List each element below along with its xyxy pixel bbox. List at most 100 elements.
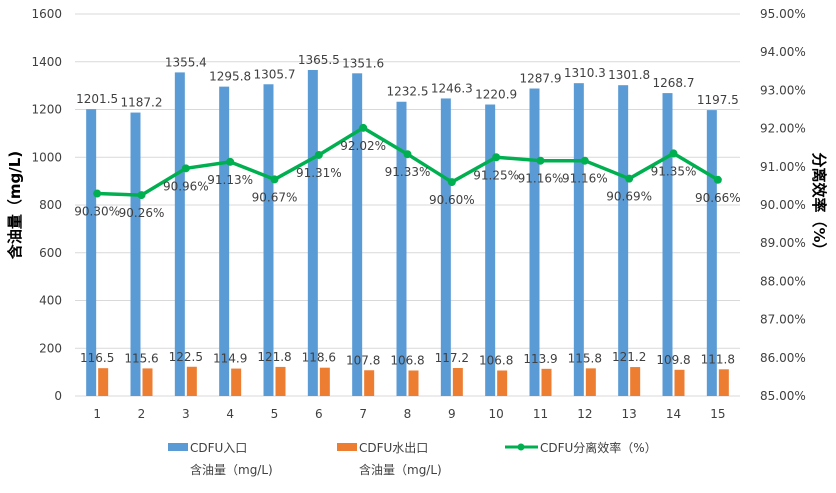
legend: CDFU入口 含油量（mg/L) CDFU水出口 含油量（mg/L) CDFU分… [168, 440, 657, 477]
y2-axis-title: 分离效率（%） [810, 152, 828, 257]
x-tick-label: 6 [315, 407, 323, 421]
outlet-data-label: 107.8 [346, 353, 380, 367]
inlet-bar [706, 110, 717, 397]
x-tick-label: 11 [533, 407, 548, 421]
inlet-data-label: 1310.3 [564, 66, 606, 80]
outlet-data-label: 113.9 [523, 352, 557, 366]
efficiency-data-label: 91.35% [651, 164, 697, 178]
outlet-data-label: 106.8 [479, 354, 513, 368]
outlet-bar [319, 367, 330, 396]
y-tick-label: 600 [39, 246, 62, 260]
outlet-bar [497, 370, 508, 396]
y2-tick-label: 88.00% [760, 274, 806, 288]
right-axis-ticks: 85.00% 86.00% 87.00% 88.00% 89.00% 90.00% 91.0… [760, 7, 806, 403]
efficiency-line [93, 123, 722, 200]
legend-label-inlet-2: 含油量（mg/L) [190, 462, 273, 477]
x-tick-label: 1 [93, 407, 101, 421]
efficiency-data-label: 90.30% [74, 205, 120, 219]
outlet-bar [231, 368, 242, 396]
outlet-data-label: 122.5 [169, 350, 203, 364]
efficiency-point [713, 175, 722, 184]
efficiency-point [580, 156, 589, 165]
outlet-bar [585, 368, 596, 396]
y2-tick-label: 94.00% [760, 45, 806, 59]
efficiency-point [669, 149, 678, 158]
y2-tick-label: 95.00% [760, 7, 806, 21]
efficiency-point [270, 175, 279, 184]
x-axis-ticks: 1 2 3 4 5 6 7 8 9 10 11 12 13 14 15 [93, 407, 725, 421]
outlet-bar [541, 368, 552, 396]
inlet-data-label: 1232.5 [387, 85, 429, 99]
inlet-bar [263, 84, 274, 396]
efficiency-point [403, 150, 412, 159]
x-tick-label: 7 [359, 407, 367, 421]
inlet-bar [573, 83, 584, 396]
x-tick-label: 14 [666, 407, 681, 421]
outlet-data-label: 115.8 [568, 351, 602, 365]
inlet-data-label: 1197.5 [697, 93, 739, 107]
efficiency-data-label: 90.96% [163, 179, 209, 193]
efficiency-data-label: 90.60% [429, 193, 475, 207]
efficiency-data-label: 90.66% [695, 191, 741, 205]
inlet-data-label: 1351.6 [342, 56, 384, 70]
inlet-bar [352, 73, 363, 397]
outlet-data-label: 109.8 [656, 353, 690, 367]
inlet-data-label: 1365.5 [298, 53, 340, 67]
x-tick-label: 8 [404, 407, 412, 421]
outlet-bar [186, 366, 197, 396]
outlet-data-label: 118.6 [302, 351, 336, 365]
outlet-bar [408, 370, 419, 396]
legend-swatch-inlet [168, 443, 188, 451]
inlet-data-label: 1268.7 [653, 76, 695, 90]
efficiency-point [226, 157, 235, 166]
outlet-bar [718, 369, 729, 396]
inlet-data-label: 1305.7 [254, 67, 296, 81]
y-tick-label: 1600 [31, 7, 62, 21]
efficiency-point [93, 189, 102, 198]
y-axis-title: 含油量（mg/L) [6, 151, 24, 259]
inlet-data-label: 1355.4 [165, 55, 207, 69]
y2-tick-label: 91.00% [760, 160, 806, 174]
inlet-bar [130, 112, 141, 396]
inlet-bar [529, 88, 540, 396]
legend-label-outlet-2: 含油量（mg/L) [359, 462, 442, 477]
outlet-data-label: 117.2 [435, 351, 469, 365]
inlet-bar [662, 93, 673, 397]
efficiency-point [447, 178, 456, 187]
x-tick-label: 3 [182, 407, 190, 421]
outlet-data-label: 106.8 [390, 354, 424, 368]
efficiency-data-label: 91.31% [296, 166, 342, 180]
inlet-bar [174, 72, 185, 396]
outlet-data-label: 114.9 [213, 352, 247, 366]
left-axis-ticks: 0 200 400 600 800 1000 1200 1400 1600 [31, 7, 62, 403]
efficiency-data-label: 91.13% [207, 173, 253, 187]
outlet-data-label: 115.6 [124, 351, 158, 365]
efficiency-data-label: 91.25% [473, 168, 519, 182]
efficiency-point [314, 150, 323, 159]
efficiency-data-label: 91.33% [385, 165, 431, 179]
outlet-bar [452, 368, 463, 396]
y2-tick-label: 92.00% [760, 122, 806, 136]
y-tick-label: 200 [39, 341, 62, 355]
legend-label-efficiency: CDFU分离效率（%） [540, 440, 657, 455]
legend-marker-efficiency [517, 443, 525, 451]
x-tick-label: 13 [622, 407, 637, 421]
legend-swatch-outlet [337, 443, 357, 451]
inlet-data-label: 1301.8 [608, 68, 650, 82]
outlet-data-label: 111.8 [701, 352, 735, 366]
inlet-bar [440, 98, 451, 397]
x-tick-label: 15 [710, 407, 725, 421]
y2-tick-label: 85.00% [760, 389, 806, 403]
outlet-data-label: 121.8 [257, 350, 291, 364]
inlet-data-label: 1246.3 [431, 81, 473, 95]
inlet-bar [618, 85, 629, 396]
outlet-bar [98, 368, 109, 396]
efficiency-point [359, 123, 368, 132]
y2-tick-label: 90.00% [760, 198, 806, 212]
efficiency-point [625, 174, 634, 183]
outlet-bar [275, 366, 286, 396]
efficiency-data-label: 90.67% [252, 190, 298, 204]
y-tick-label: 400 [39, 294, 62, 308]
x-tick-label: 9 [448, 407, 456, 421]
y-tick-label: 1400 [31, 55, 62, 69]
